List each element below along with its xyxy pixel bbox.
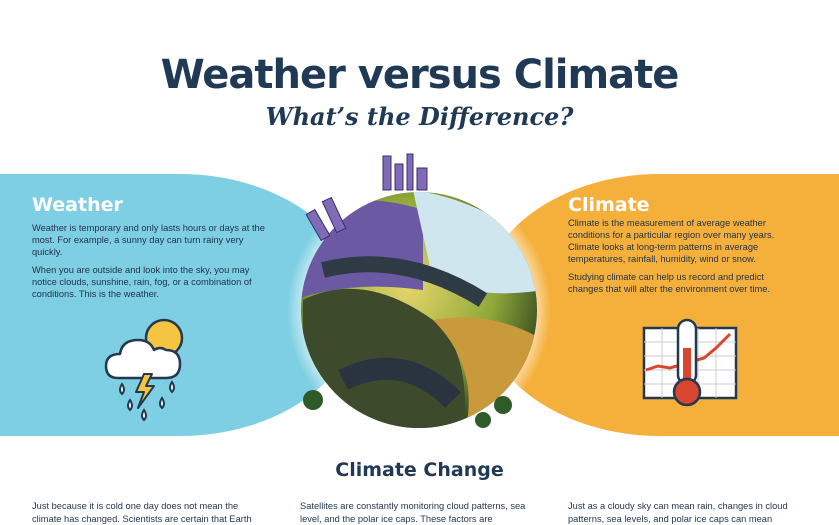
climate-change-column-1: Just because it is cold one day does not… bbox=[32, 501, 252, 524]
page-title: Weather versus Climate bbox=[160, 52, 680, 98]
cloud-sun-rain-lightning-icon bbox=[104, 318, 184, 422]
climate-change-column-2: Satellites are constantly monitoring clo… bbox=[300, 501, 526, 524]
weather-heading: Weather bbox=[32, 194, 123, 216]
weather-paragraph-1: Weather is temporary and only lasts hour… bbox=[32, 223, 265, 257]
climate-change-heading: Climate Change bbox=[335, 459, 504, 481]
climate-paragraph-1: Climate is the measurement of average we… bbox=[568, 218, 775, 264]
weather-paragraph-2: When you are outside and look into the s… bbox=[32, 265, 252, 299]
page-subtitle: What’s the Difference? bbox=[265, 102, 574, 131]
climate-heading: Climate bbox=[568, 194, 650, 216]
illustrated-earth-globe-icon bbox=[287, 153, 551, 440]
thermometer-chart-icon bbox=[642, 318, 738, 407]
climate-change-column-3: Just as a cloudy sky can mean rain, chan… bbox=[568, 501, 788, 524]
climate-paragraph-2: Studying climate can help us record and … bbox=[568, 272, 771, 294]
